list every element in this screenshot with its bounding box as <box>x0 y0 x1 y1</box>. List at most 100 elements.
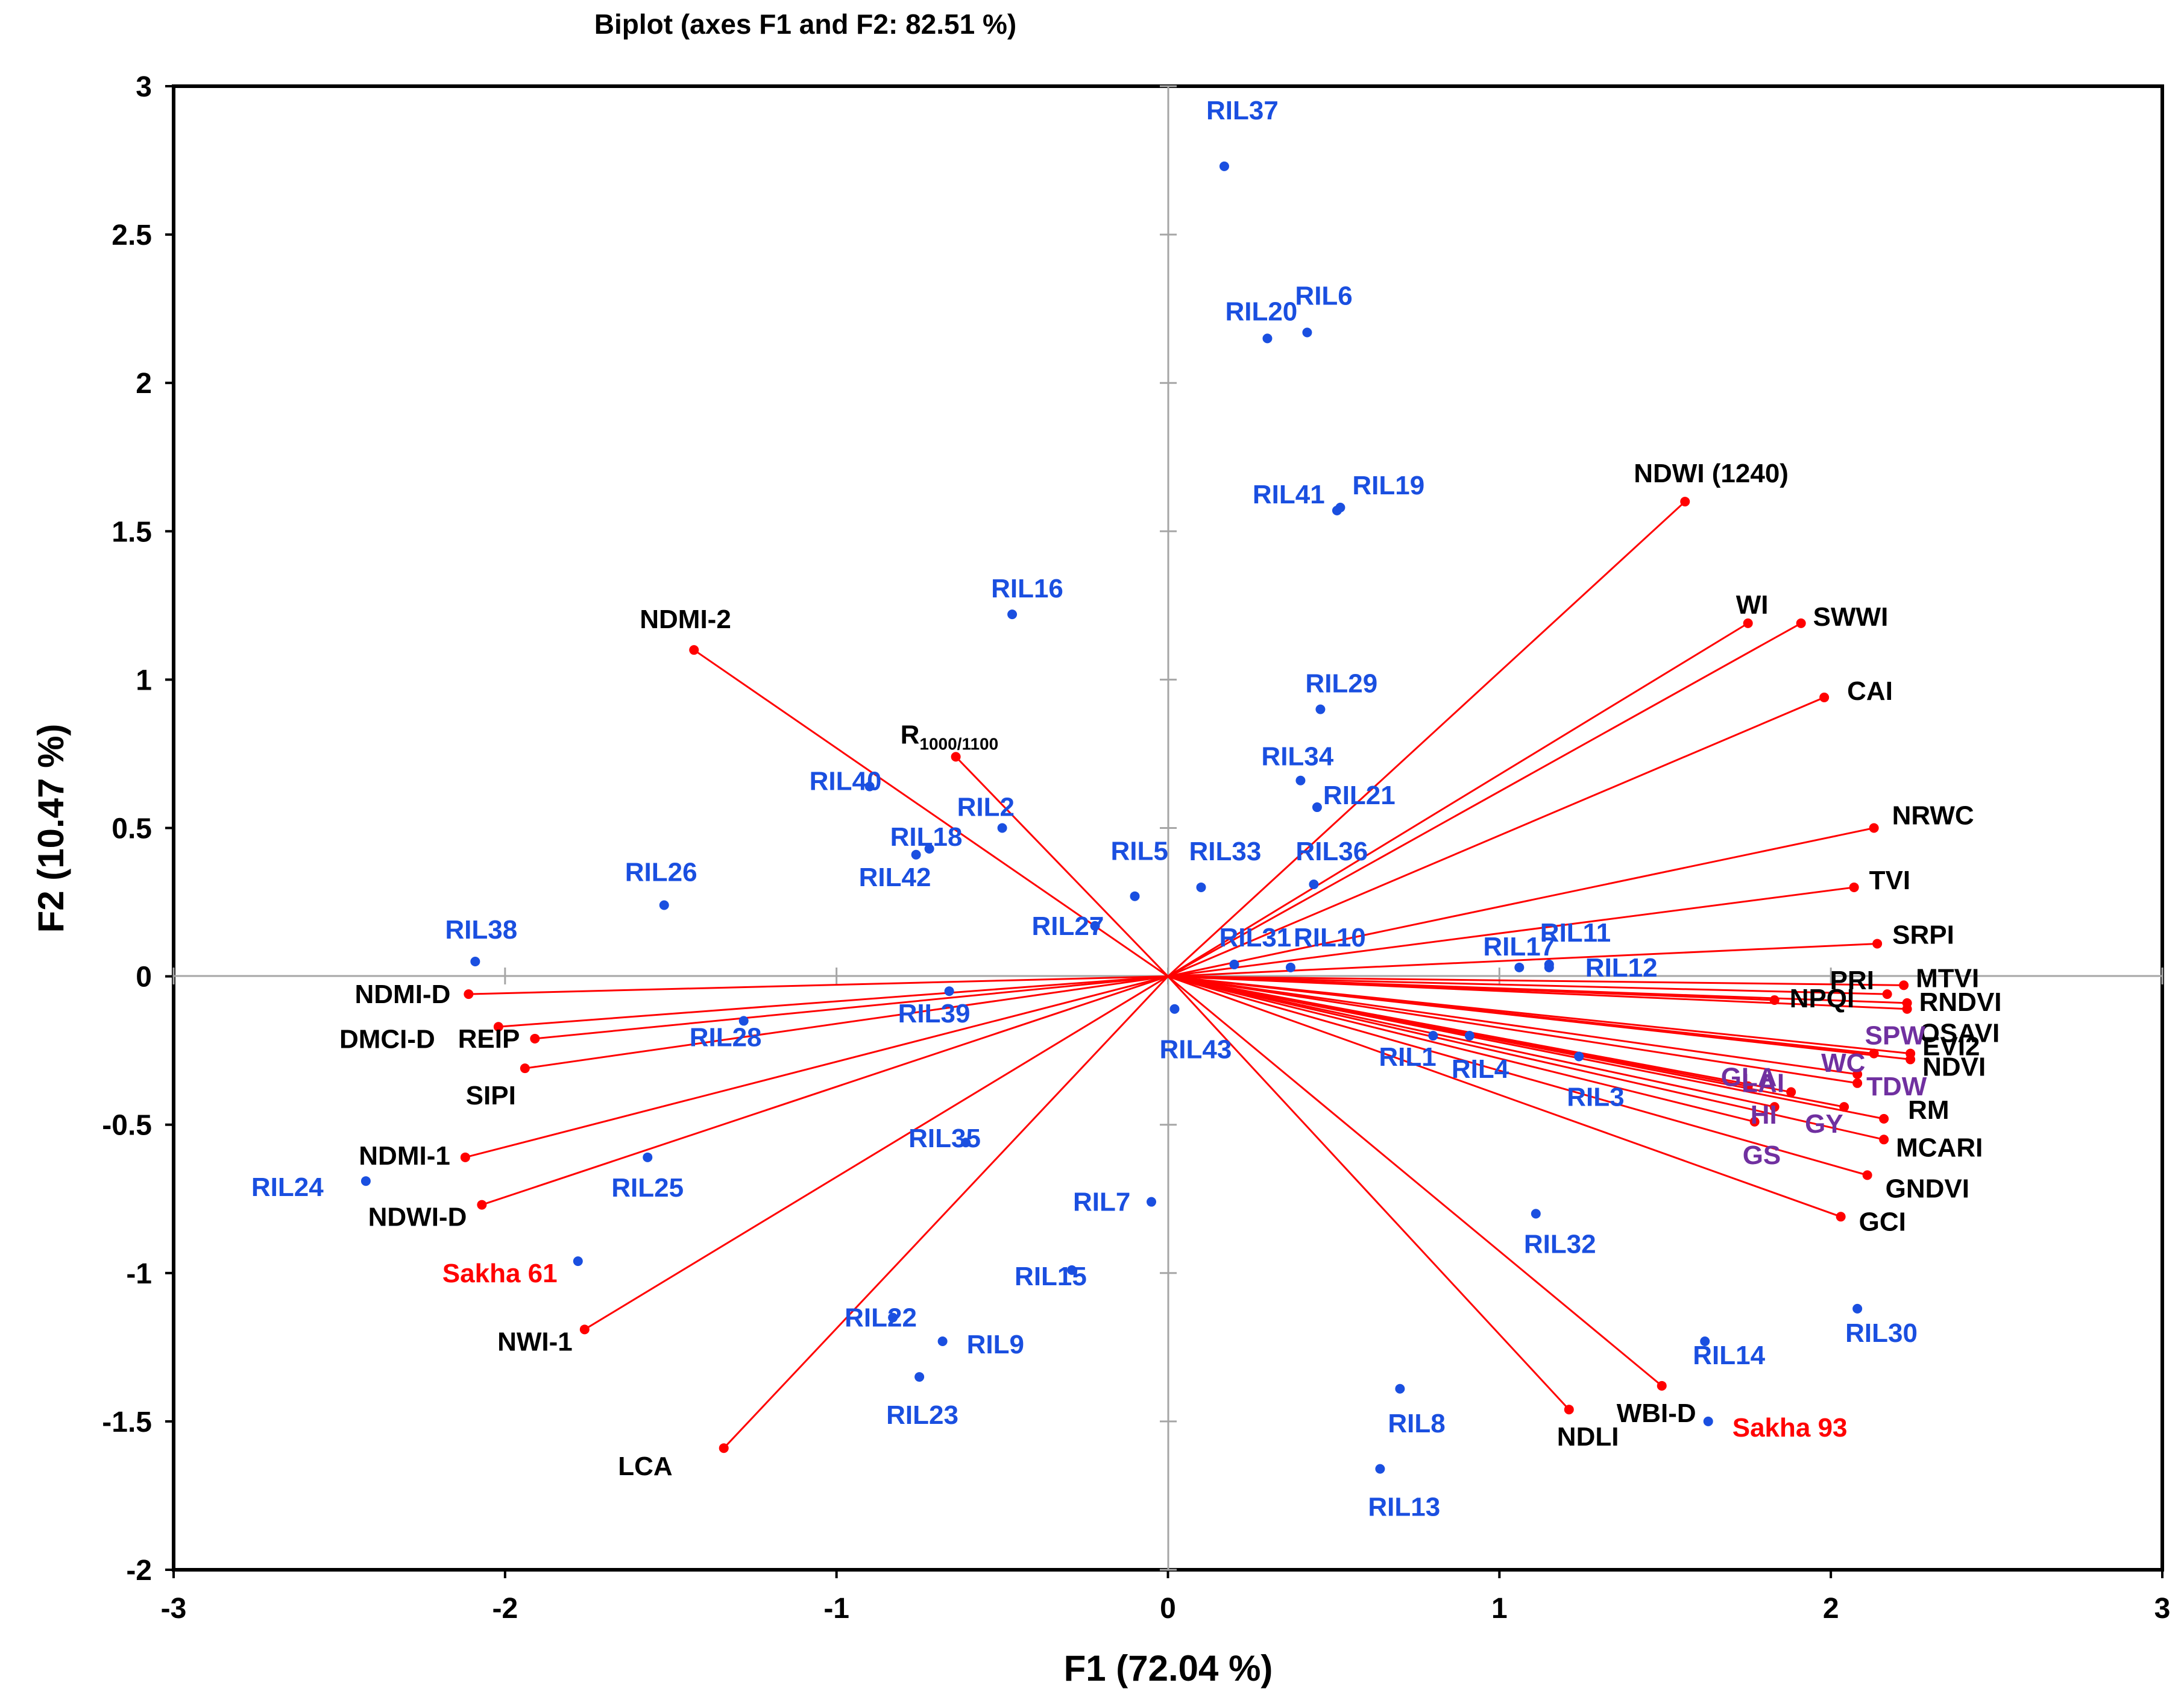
point-ril14 <box>1700 1336 1710 1347</box>
point-ril16 <box>1007 609 1018 620</box>
vector-tip-ndvi <box>1905 1054 1916 1065</box>
variable-label-rndvi: RNDVI <box>1919 987 2002 1017</box>
variable-label-reip: REIP <box>458 1024 520 1054</box>
vector-tip-srpi <box>1872 939 1883 949</box>
variable-label-osavi: OSAVI <box>1919 1019 2000 1048</box>
variable-label-ndmi-1: NDMI-1 <box>359 1141 450 1171</box>
vector-tip-ndwi-1240 <box>1680 497 1690 507</box>
point-ril32 <box>1531 1209 1541 1219</box>
variable-label-nwi-1: NWI-1 <box>497 1327 573 1356</box>
x-tick-label: -3 <box>161 1593 187 1625</box>
variable-label-cai: CAI <box>1847 676 1893 706</box>
vector-tip-pri <box>1882 989 1892 999</box>
point-ril17 <box>1514 962 1525 972</box>
vector-lca <box>723 975 1169 1449</box>
point-label-ril43: RIL43 <box>1159 1035 1232 1065</box>
vector-tip-spw <box>1869 1048 1879 1059</box>
point-ril9 <box>937 1336 948 1347</box>
variable-label-ndwi-d: NDWI-D <box>368 1203 467 1232</box>
x-tick-label: 1 <box>1491 1593 1508 1625</box>
point-ril38 <box>470 956 480 966</box>
x-tick-label: -2 <box>492 1593 518 1625</box>
x-tick-label: -1 <box>823 1593 849 1625</box>
point-label-ril22: RIL22 <box>845 1303 917 1333</box>
point-label-ril2: RIL2 <box>957 793 1015 822</box>
point-label-ril33: RIL33 <box>1189 837 1261 866</box>
vector-hi <box>1168 975 1775 1108</box>
point-ril6 <box>1302 327 1312 338</box>
point-label-ril40: RIL40 <box>810 767 882 796</box>
point-ril2 <box>997 823 1007 833</box>
vector-osavi <box>1168 975 1907 1010</box>
point-label-ril23: RIL23 <box>886 1400 958 1430</box>
vector-tip-reip <box>530 1033 540 1044</box>
vector-swwi <box>1167 622 1802 977</box>
variable-label-gndvi: GNDVI <box>1886 1174 1969 1203</box>
point-ril43 <box>1169 1004 1180 1014</box>
point-ril7 <box>1147 1197 1157 1207</box>
vector-tip-ndli <box>1564 1405 1574 1415</box>
point-label-ril29: RIL29 <box>1305 669 1377 699</box>
point-label-ril10: RIL10 <box>1294 923 1366 952</box>
variable-label-srpi: SRPI <box>1892 920 1954 949</box>
variable-label-nrwc: NRWC <box>1892 801 1974 831</box>
vector-tip-gndvi <box>1862 1170 1872 1180</box>
vector-r1000-1100 <box>955 756 1169 977</box>
point-sakha-61 <box>573 1256 583 1267</box>
point-label-ril31: RIL31 <box>1219 923 1291 952</box>
vector-wi <box>1167 622 1749 977</box>
vector-ndmi-d <box>468 975 1168 995</box>
point-label-ril9: RIL9 <box>967 1330 1024 1359</box>
point-label-ril3: RIL3 <box>1567 1082 1624 1112</box>
variable-label-tvi: TVI <box>1869 866 1910 895</box>
vector-tvi <box>1168 886 1854 978</box>
point-label-ril8: RIL8 <box>1388 1409 1445 1438</box>
x-tick-label: 3 <box>2154 1593 2171 1625</box>
vector-tip-gy <box>1839 1102 1849 1112</box>
vector-gndvi <box>1168 975 1868 1176</box>
point-ril35 <box>961 1138 971 1148</box>
point-ril23 <box>914 1372 925 1382</box>
point-label-ril5: RIL5 <box>1111 837 1168 866</box>
point-ril28 <box>738 1016 749 1026</box>
vector-spw <box>1168 975 1874 1055</box>
point-label-ril18: RIL18 <box>890 822 963 852</box>
variable-label-gci: GCI <box>1859 1207 1906 1236</box>
vector-tip-hi <box>1769 1102 1780 1112</box>
point-label-ril34: RIL34 <box>1261 742 1333 772</box>
vector-wbi-d <box>1167 975 1663 1387</box>
variable-label-ndmi-d: NDMI-D <box>354 980 450 1009</box>
y-tick-label: -1 <box>126 1258 152 1290</box>
variable-label-evi2: EVI2 <box>1922 1032 1980 1062</box>
point-label-ril25: RIL25 <box>611 1173 684 1203</box>
variable-label-mtvi: MTVI <box>1916 963 1979 993</box>
y-tick-label: -0.5 <box>102 1110 152 1142</box>
variable-label-gy: GY <box>1805 1109 1843 1139</box>
point-label-ril28: RIL28 <box>690 1022 762 1052</box>
point-ril3 <box>1574 1051 1584 1062</box>
point-label-sakha-93: Sakha 93 <box>1732 1413 1848 1443</box>
point-label-ril6: RIL6 <box>1295 282 1352 311</box>
x-tick-label: 0 <box>1160 1593 1176 1625</box>
point-label-ril20: RIL20 <box>1225 297 1297 326</box>
variable-label-wbi-d: WBI-D <box>1617 1399 1696 1428</box>
point-ril18 <box>924 843 934 854</box>
vector-gci <box>1167 975 1842 1218</box>
point-ril42 <box>911 849 921 860</box>
point-label-ril11: RIL11 <box>1540 918 1611 948</box>
point-label-ril41: RIL41 <box>1253 480 1325 509</box>
vector-tip-ndmi-1 <box>460 1152 470 1162</box>
y-tick-label: 3 <box>136 71 152 103</box>
vector-tip-nwi-1 <box>579 1324 590 1335</box>
point-sakha-93 <box>1703 1416 1713 1426</box>
vector-mcari <box>1168 975 1884 1141</box>
point-ril31 <box>1229 959 1239 969</box>
variable-label-pri: PRI <box>1830 966 1874 995</box>
vector-ndmi-1 <box>465 975 1168 1159</box>
vector-dmci-d <box>498 975 1168 1028</box>
vector-ndwi-1240 <box>1167 500 1686 977</box>
y-tick-label: -2 <box>126 1555 152 1587</box>
vector-tip-tdw <box>1852 1078 1863 1088</box>
x-axis-title: F1 (72.04 %) <box>1064 1648 1273 1689</box>
y-tick-label: 0 <box>136 962 152 993</box>
